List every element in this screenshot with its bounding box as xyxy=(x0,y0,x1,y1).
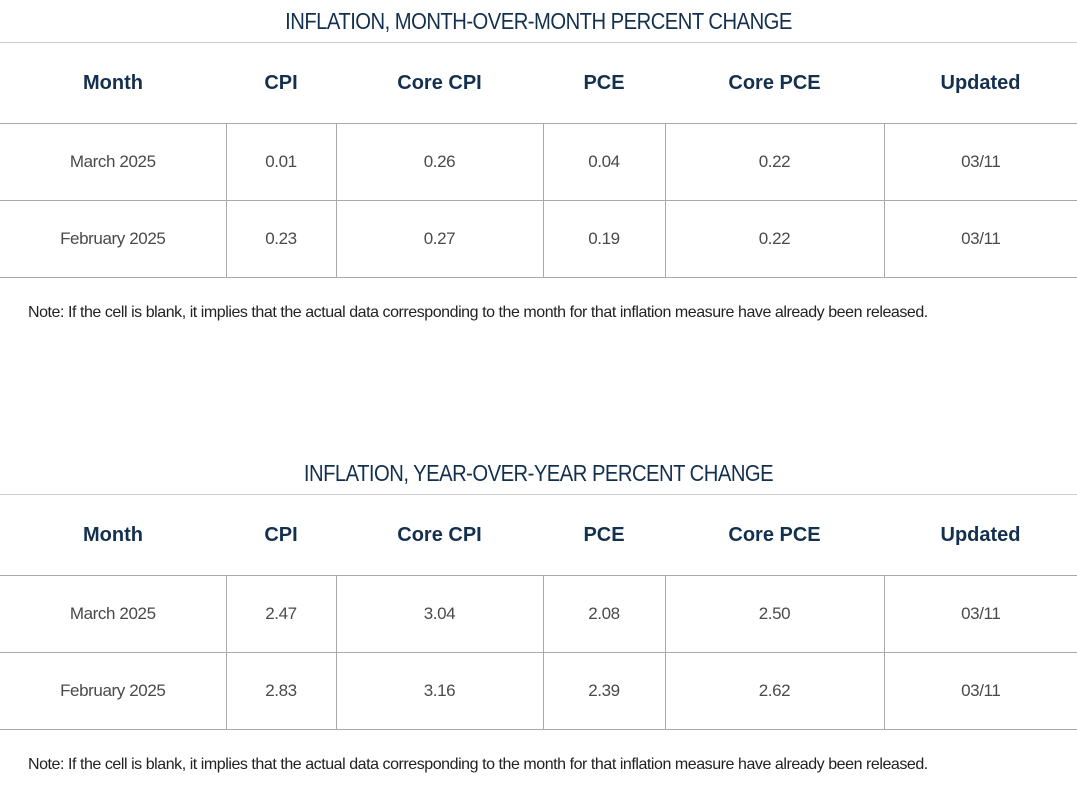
table-row: March 2025 2.47 3.04 2.08 2.50 03/11 xyxy=(0,575,1077,653)
mom-table-note: Note: If the cell is blank, it implies t… xyxy=(28,304,928,321)
column-header-month: Month xyxy=(0,42,226,124)
table-row: February 2025 2.83 3.16 2.39 2.62 03/11 xyxy=(0,652,1077,730)
yoy-table: Month CPI Core CPI PCE Core PCE Updated … xyxy=(0,494,1077,730)
cell-core-cpi: 3.16 xyxy=(335,652,543,730)
cell-updated: 03/11 xyxy=(883,200,1077,278)
cell-pce: 0.04 xyxy=(542,123,665,201)
cell-cpi: 2.47 xyxy=(225,575,336,653)
column-header-month: Month xyxy=(0,494,226,576)
column-header-updated: Updated xyxy=(884,494,1077,576)
column-header-core-pce: Core PCE xyxy=(665,42,884,124)
column-header-core-pce: Core PCE xyxy=(665,494,884,576)
cell-updated: 03/11 xyxy=(883,123,1077,201)
mom-table-title: INFLATION, MONTH-OVER-MONTH PERCENT CHAN… xyxy=(285,8,792,34)
cell-cpi: 0.01 xyxy=(225,123,336,201)
cell-core-pce: 2.62 xyxy=(664,652,884,730)
cell-core-pce: 0.22 xyxy=(664,123,884,201)
cell-pce: 0.19 xyxy=(542,200,665,278)
table-row: February 2025 0.23 0.27 0.19 0.22 03/11 xyxy=(0,200,1077,278)
yoy-section: INFLATION, YEAR-OVER-YEAR PERCENT CHANGE… xyxy=(0,452,1077,774)
column-header-pce: PCE xyxy=(543,494,665,576)
yoy-header-row: Month CPI Core CPI PCE Core PCE Updated xyxy=(0,494,1077,576)
cell-updated: 03/11 xyxy=(883,575,1077,653)
column-header-pce: PCE xyxy=(543,42,665,124)
mom-section: INFLATION, MONTH-OVER-MONTH PERCENT CHAN… xyxy=(0,0,1077,322)
cell-month: March 2025 xyxy=(0,575,226,653)
cell-core-pce: 2.50 xyxy=(664,575,884,653)
cell-cpi: 0.23 xyxy=(225,200,336,278)
cell-core-pce: 0.22 xyxy=(664,200,884,278)
cell-cpi: 2.83 xyxy=(225,652,336,730)
column-header-core-cpi: Core CPI xyxy=(336,494,543,576)
cell-month: February 2025 xyxy=(0,652,226,730)
mom-header-row: Month CPI Core CPI PCE Core PCE Updated xyxy=(0,42,1077,124)
yoy-table-title: INFLATION, YEAR-OVER-YEAR PERCENT CHANGE xyxy=(303,460,774,486)
column-header-cpi: CPI xyxy=(226,42,336,124)
mom-table: Month CPI Core CPI PCE Core PCE Updated … xyxy=(0,42,1077,278)
cell-month: March 2025 xyxy=(0,123,226,201)
cell-pce: 2.39 xyxy=(542,652,665,730)
column-header-cpi: CPI xyxy=(226,494,336,576)
table-row: March 2025 0.01 0.26 0.04 0.22 03/11 xyxy=(0,123,1077,201)
cell-core-cpi: 3.04 xyxy=(335,575,543,653)
column-header-core-cpi: Core CPI xyxy=(336,42,543,124)
cell-updated: 03/11 xyxy=(883,652,1077,730)
yoy-table-note: Note: If the cell is blank, it implies t… xyxy=(28,756,928,773)
cell-core-cpi: 0.26 xyxy=(335,123,543,201)
cell-month: February 2025 xyxy=(0,200,226,278)
cell-pce: 2.08 xyxy=(542,575,665,653)
column-header-updated: Updated xyxy=(884,42,1077,124)
cell-core-cpi: 0.27 xyxy=(335,200,543,278)
